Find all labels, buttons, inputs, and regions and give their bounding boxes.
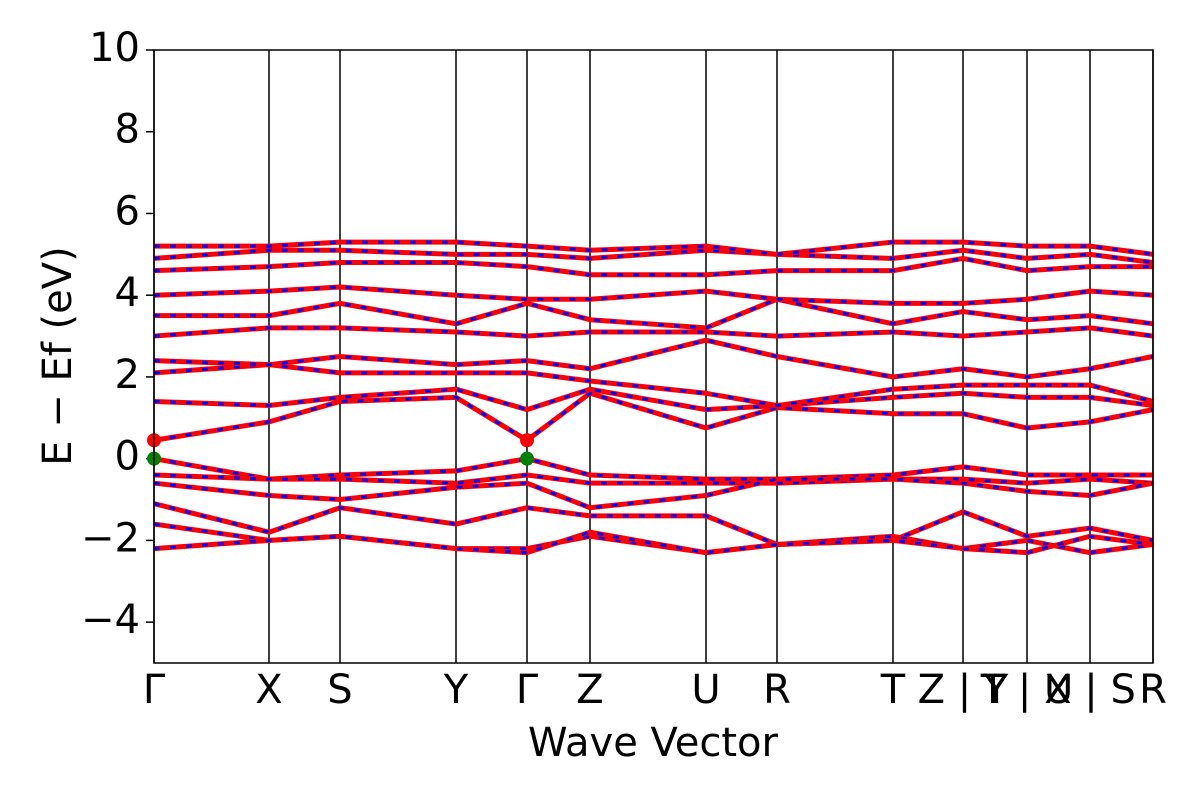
x-tick-label: R — [763, 667, 791, 713]
band-line-dashed — [153, 387, 1154, 412]
band-line — [153, 255, 1153, 278]
x-tick-label: T | U — [980, 667, 1074, 713]
band-line — [153, 325, 1154, 339]
x-tick-label: T — [880, 667, 906, 713]
band-edge-marker — [520, 433, 534, 448]
band-line-dashed — [153, 530, 1154, 555]
band-line — [153, 472, 1154, 486]
band-line — [153, 284, 1154, 306]
y-tick-label: 8 — [115, 107, 140, 153]
y-tick-label: −2 — [81, 515, 140, 561]
x-tick-label: Z — [576, 667, 603, 713]
band-line-dashed — [153, 477, 1154, 510]
band-line-dashed — [153, 338, 1154, 379]
band-line-dashed — [153, 285, 1154, 305]
y-tick-label: 2 — [115, 352, 140, 398]
band-line — [154, 296, 1154, 331]
band-line-dashed — [153, 502, 1154, 546]
y-tick-label: −4 — [81, 597, 140, 643]
x-tick-label: S — [327, 667, 352, 713]
y-tick-label: 6 — [115, 188, 140, 234]
x-tick-label: Γ — [143, 667, 166, 713]
y-tick-label: 10 — [89, 25, 140, 71]
band-line — [154, 239, 1154, 257]
x-tick-label: X | S — [1044, 667, 1136, 713]
band-line — [153, 337, 1154, 380]
y-tick-label: 4 — [115, 270, 140, 316]
y-tick-label: 0 — [115, 434, 140, 480]
x-axis-label: Wave Vector — [528, 720, 779, 766]
x-tick-label: R — [1139, 667, 1167, 713]
band-line-dashed — [153, 391, 1154, 442]
band-edge-marker — [520, 451, 534, 466]
band-line — [153, 247, 1154, 265]
x-tick-label: Γ — [516, 667, 539, 713]
plot-frame — [153, 49, 1154, 664]
band-line-dashed — [154, 297, 1154, 330]
band-line — [153, 362, 1154, 409]
y-axis-label: E − Ef (eV) — [35, 246, 81, 465]
x-tick-label: X — [255, 667, 282, 713]
x-tick-label: Y — [443, 667, 469, 713]
x-tick-label: Z | Y — [918, 667, 1009, 713]
x-tick-label: U — [691, 667, 720, 713]
band-line — [153, 386, 1154, 413]
band-line — [153, 456, 1153, 482]
